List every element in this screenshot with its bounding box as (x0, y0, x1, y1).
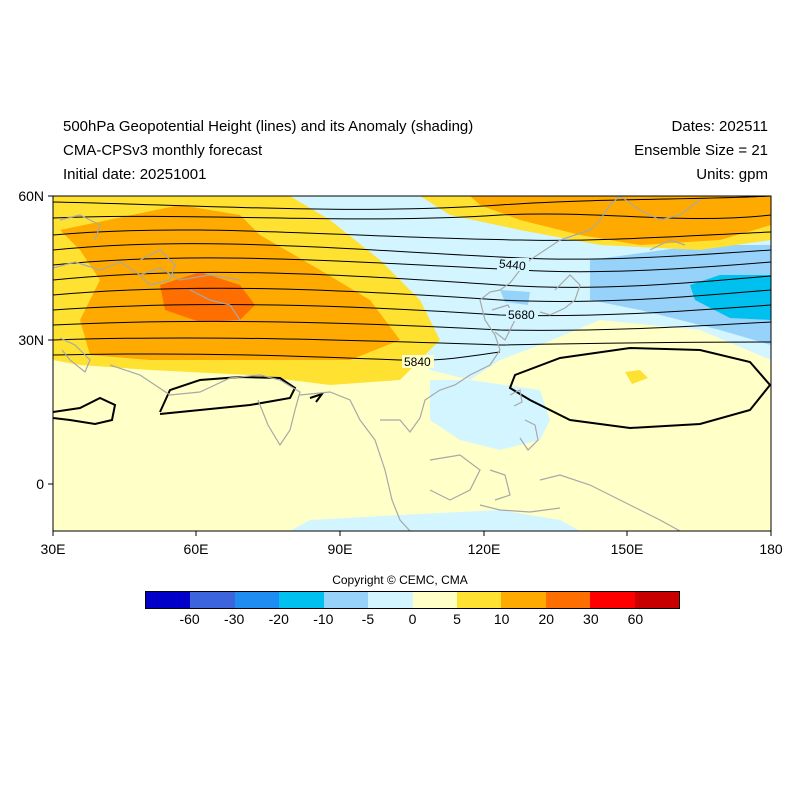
lat-label-30n: 30N (18, 332, 44, 348)
units-label: Units: gpm (696, 166, 768, 183)
contour-label-5680: 5680 (508, 308, 535, 322)
colorbar-label: 20 (538, 611, 555, 627)
colorbar-label: -10 (313, 611, 334, 627)
map-frame (52, 195, 772, 532)
colorbar-swatch (545, 592, 591, 608)
colorbar (145, 591, 680, 609)
colorbar-label: -5 (361, 611, 375, 627)
colorbar-swatch (323, 592, 369, 608)
colorbar-label: 0 (408, 611, 417, 627)
map-title: 500hPa Geopotential Height (lines) and i… (63, 118, 474, 135)
colorbar-swatch (456, 592, 502, 608)
axis-ticks (48, 195, 772, 536)
colorbar-swatch (190, 592, 235, 608)
copyright-text: Copyright © CEMC, CMA (332, 573, 468, 587)
colorbar-labels: -60 -30 -20 -10 -5 0 5 10 20 30 60 (0, 611, 800, 631)
colorbar-swatch (412, 592, 457, 608)
contour-labels: 5440 5680 5840 (402, 257, 538, 369)
forecast-dates: Dates: 202511 (671, 118, 768, 135)
colorbar-label: 60 (627, 611, 644, 627)
lon-label-90e: 90E (327, 541, 353, 557)
colorbar-swatch (590, 592, 635, 608)
colorbar-swatch (368, 592, 413, 608)
lon-label-120e: 120E (467, 541, 501, 557)
bold-contour (53, 346, 771, 430)
colorbar-label: 10 (493, 611, 510, 627)
lat-label-60n: 60N (18, 188, 44, 204)
lon-label-60e: 60E (183, 541, 209, 557)
colorbar-swatch (634, 592, 680, 608)
contour-label-5840: 5840 (404, 355, 431, 369)
height-contours (53, 196, 771, 361)
model-name: CMA-CPSv3 monthly forecast (63, 142, 263, 159)
contour-label-5440: 5440 (498, 257, 526, 274)
lat-label-0: 0 (36, 476, 44, 492)
colorbar-swatch (146, 592, 191, 608)
lon-label-150e: 150E (610, 541, 644, 557)
colorbar-label: 5 (453, 611, 461, 627)
colorbar-label: -20 (268, 611, 289, 627)
lon-label-180: 180 (759, 541, 783, 557)
lon-label-30e: 30E (40, 541, 66, 557)
colorbar-swatch (279, 592, 324, 608)
ensemble-size: Ensemble Size = 21 (634, 142, 768, 159)
colorbar-label: -60 (179, 611, 200, 627)
colorbar-swatch (234, 592, 280, 608)
colorbar-swatch (501, 592, 546, 608)
colorbar-label: 30 (583, 611, 599, 627)
initial-date: Initial date: 20251001 (63, 166, 207, 183)
colorbar-label: -30 (224, 611, 245, 627)
